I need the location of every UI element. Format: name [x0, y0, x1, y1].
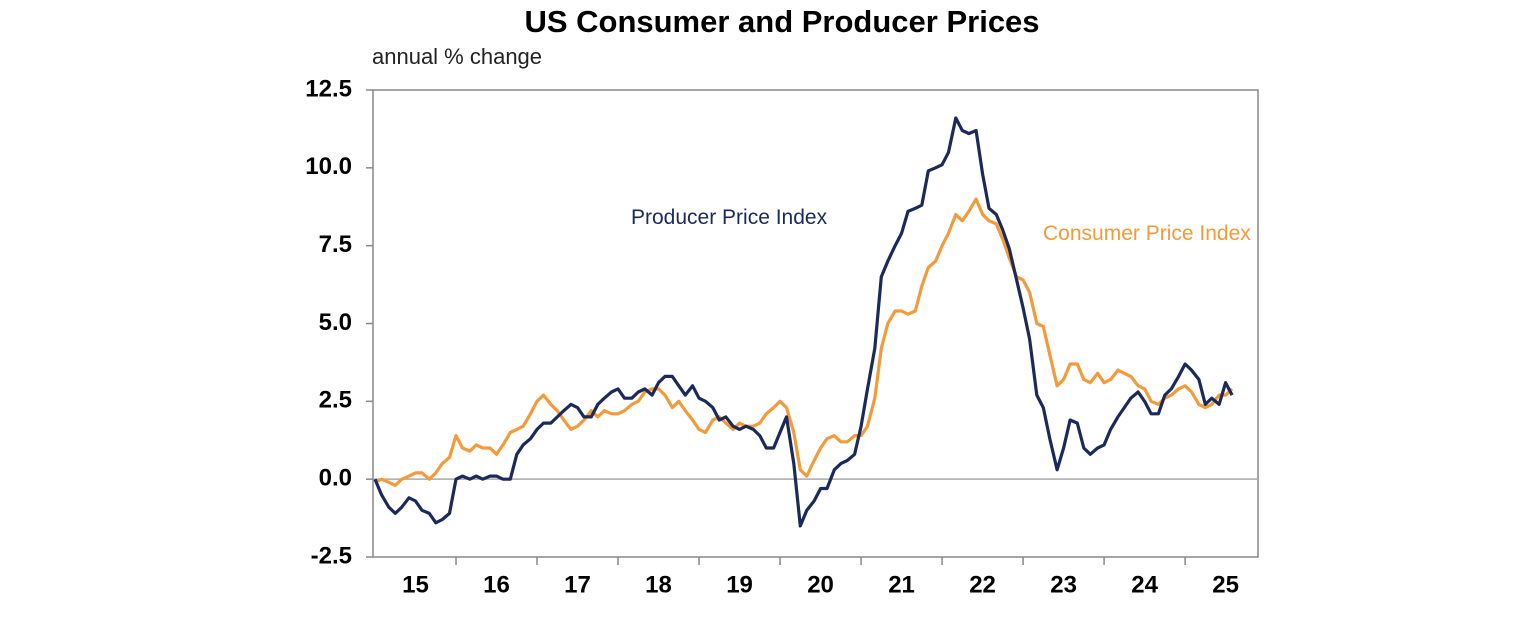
x-tick-label: 22: [969, 571, 996, 598]
series-line: [374, 197, 1234, 487]
plot-frame: [372, 89, 1259, 558]
series-line: [373, 116, 1234, 528]
x-tick-label: 23: [1050, 571, 1077, 598]
x-tick-label: 16: [483, 571, 510, 598]
x-tick-label: 17: [564, 571, 591, 598]
y-tick-label: -2.5: [311, 542, 352, 569]
x-tick-label: 20: [807, 571, 834, 598]
y-tick-label: 5.0: [319, 309, 352, 336]
x-tick-label: 19: [726, 571, 753, 598]
x-tick-label: 25: [1212, 571, 1239, 598]
y-tick-label: 10.0: [305, 153, 352, 180]
x-tick-label: 21: [888, 571, 915, 598]
chart-title: US Consumer and Producer Prices: [524, 4, 1039, 39]
y-tick-label: 12.5: [305, 75, 352, 102]
y-tick-label: 7.5: [319, 231, 352, 258]
x-tick-label: 24: [1131, 571, 1158, 598]
y-tick-label: 2.5: [319, 387, 352, 414]
x-tick-label: 18: [645, 571, 672, 598]
x-tick-label: 15: [402, 571, 429, 598]
y-tick-label: 0.0: [319, 465, 352, 492]
cpi-label: Consumer Price Index: [1043, 222, 1251, 245]
ppi-label: Producer Price Index: [631, 206, 828, 229]
chart-subtitle: annual % change: [372, 44, 542, 69]
